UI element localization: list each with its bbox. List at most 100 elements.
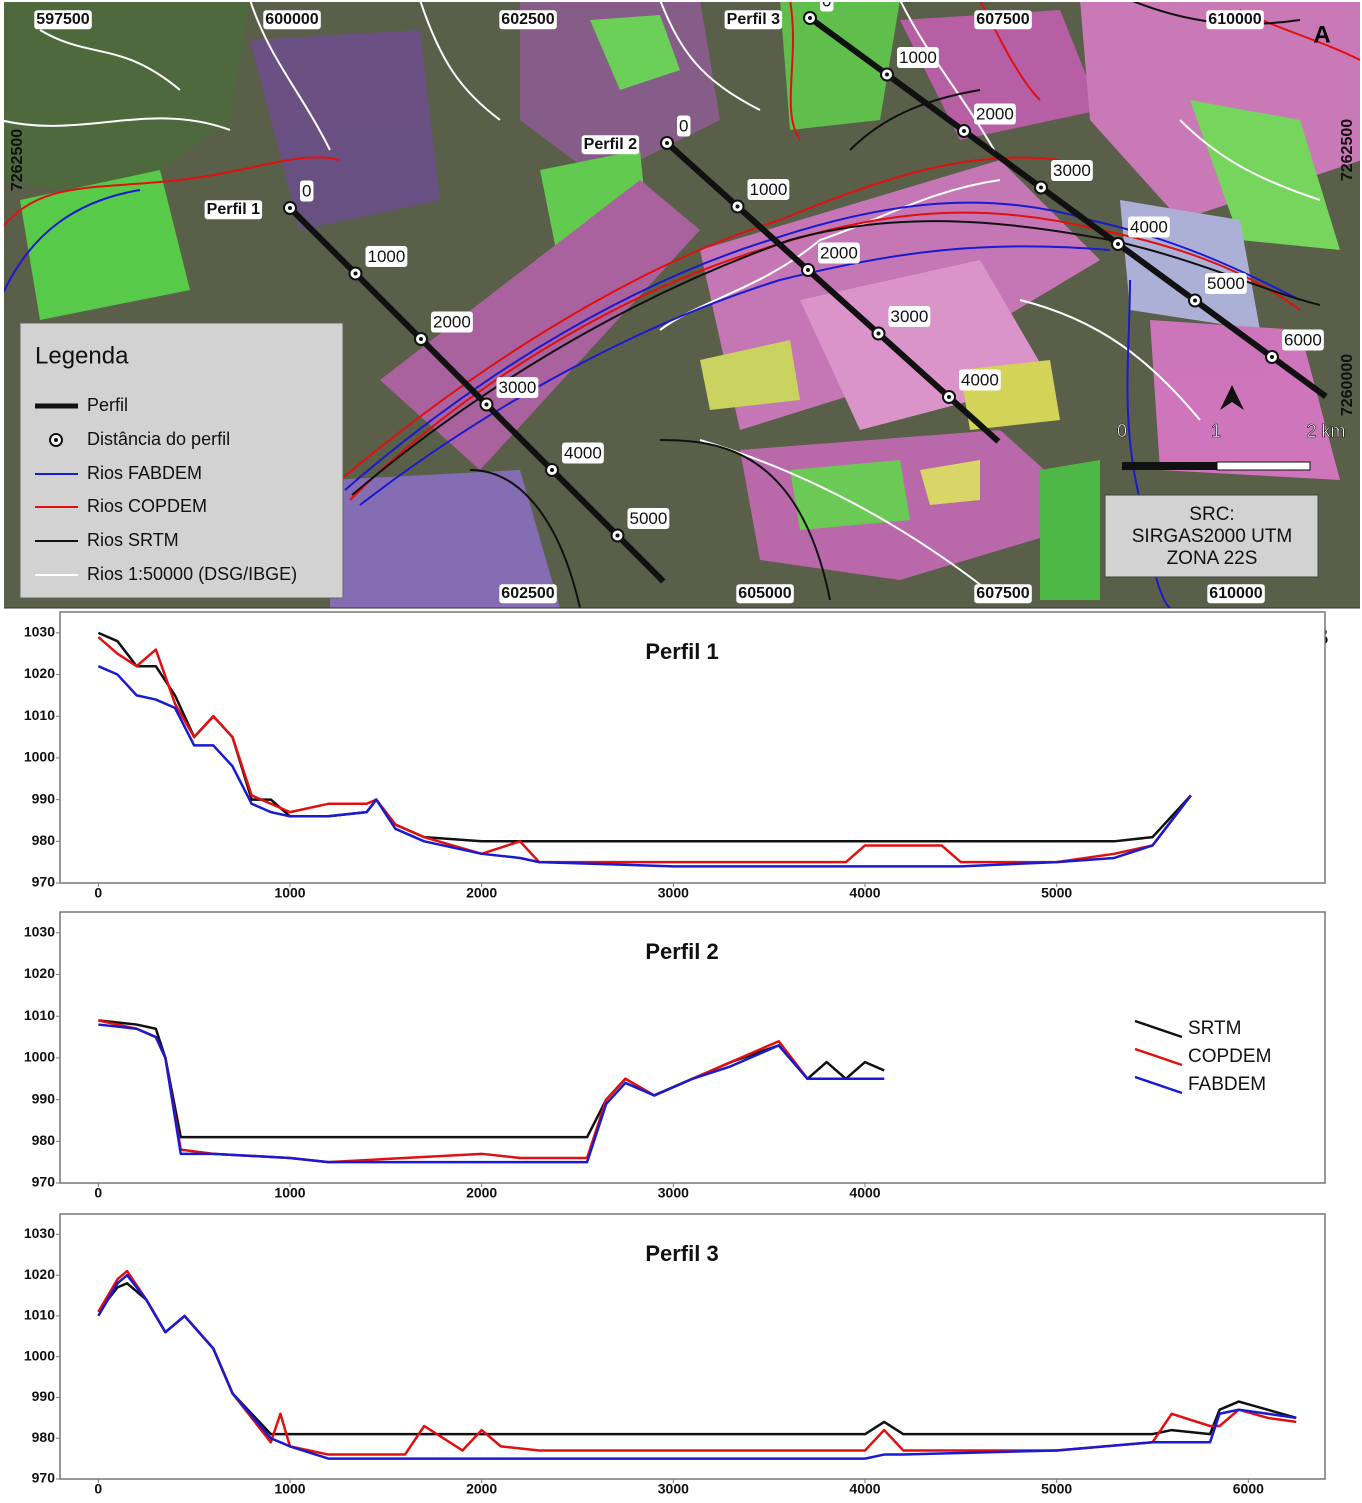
x-tick-label: 2000 (466, 1185, 497, 1201)
legend-label: Rios SRTM (87, 530, 179, 550)
distance-marker-dot (962, 129, 966, 133)
distance-label: 2000 (820, 243, 858, 262)
x-tick-label: 1000 (274, 1185, 305, 1201)
scale-label: 1 (1211, 421, 1221, 441)
scale-segment (1122, 462, 1217, 470)
coord-label-group: 610000 (1207, 584, 1264, 603)
x-tick-label: 6000 (1233, 1481, 1264, 1497)
x-tick-label: 0 (94, 1481, 102, 1497)
profile-name: Perfil 2 (584, 136, 637, 153)
chart-title: Perfil 3 (645, 1241, 718, 1266)
x-tick-label: 4000 (849, 1185, 880, 1201)
coord-label: 602500 (501, 11, 554, 28)
distance-label: 5000 (1207, 274, 1245, 293)
distance-marker-dot (354, 272, 358, 276)
y-tick-label: 970 (32, 1470, 56, 1486)
distance-marker-dot (419, 337, 423, 341)
x-tick-label: 3000 (658, 1481, 689, 1497)
legend-label: COPDEM (1188, 1046, 1271, 1067)
distance-label: 1000 (899, 48, 937, 67)
legend-label: Rios FABDEM (87, 463, 202, 483)
distance-label-group: 6000 (1282, 329, 1324, 350)
distance-marker-dot (616, 534, 620, 538)
y-tick-label: 1030 (24, 1225, 55, 1241)
profile-name-group: Perfil 2 (582, 135, 639, 154)
distance-label: 0 (679, 116, 688, 135)
distance-label: 4000 (961, 370, 999, 389)
distance-label-group: 2000 (431, 311, 473, 332)
x-tick-label: 4000 (849, 1481, 880, 1497)
legend-title: Legenda (35, 342, 129, 369)
x-tick-label: 1000 (274, 1481, 305, 1497)
coord-label-group: 607500 (974, 10, 1031, 29)
coord-label-group: 607500 (974, 584, 1031, 603)
coord-label-group: 605000 (736, 584, 793, 603)
crs-text: SIRGAS2000 UTM (1132, 526, 1293, 547)
coord-label: 605000 (738, 585, 791, 602)
coord-label: 600000 (265, 11, 318, 28)
legend-label: Rios COPDEM (87, 496, 207, 516)
distance-marker-dot (550, 468, 554, 472)
distance-marker-dot (806, 268, 810, 272)
coord-label: 610000 (1209, 585, 1262, 602)
coord-label: 7262500 (1339, 119, 1356, 181)
distance-label: 0 (822, 0, 831, 10)
coord-label: 607500 (976, 11, 1029, 28)
y-tick-label: 1000 (24, 1049, 55, 1065)
distance-label: 3000 (891, 307, 929, 326)
y-tick-label: 1010 (24, 707, 55, 723)
coord-label: 610000 (1208, 11, 1261, 28)
distance-marker-dot (665, 141, 669, 145)
distance-marker-dot (288, 206, 292, 210)
distance-label: 1000 (368, 247, 406, 266)
scale-label: 2 km (1306, 421, 1345, 441)
distance-label: 2000 (433, 312, 471, 331)
distance-label: 1000 (750, 180, 788, 199)
coord-label: 597500 (36, 11, 89, 28)
chart: Perfil 297098099010001010102010300100020… (24, 912, 1325, 1201)
legend-label: SRTM (1188, 1018, 1241, 1039)
profile-name: Perfil 3 (727, 11, 780, 28)
distance-label: 4000 (564, 443, 602, 462)
coord-label: 7262500 (9, 129, 26, 191)
profile-name: Perfil 1 (207, 201, 260, 218)
x-tick-label: 0 (94, 1185, 102, 1201)
legend-label: Perfil (87, 395, 128, 415)
coord-label-group: 600000 (263, 10, 320, 29)
coord-label: 607500 (976, 585, 1029, 602)
distance-label: 3000 (499, 378, 537, 397)
distance-label-group: 1000 (366, 246, 408, 267)
legend-symbol (54, 438, 58, 442)
y-tick-label: 980 (32, 1429, 56, 1445)
y-tick-label: 990 (32, 1090, 56, 1106)
figure: Perfil 1010002000300040005000Perfil 2010… (0, 0, 1362, 1498)
distance-label-group: 2000 (974, 103, 1016, 124)
chart-title: Perfil 2 (645, 939, 718, 964)
scale-segment (1217, 462, 1310, 470)
distance-marker-dot (885, 73, 889, 77)
legend-label: FABDEM (1188, 1074, 1266, 1095)
x-tick-label: 5000 (1041, 1481, 1072, 1497)
coord-label-group: 602500 (499, 10, 556, 29)
y-tick-label: 1020 (24, 665, 55, 681)
distance-marker-dot (808, 16, 812, 20)
scale-label: 0 (1117, 421, 1127, 441)
x-tick-label: 3000 (658, 1185, 689, 1201)
distance-label-group: 3000 (1051, 160, 1093, 181)
crs-text: ZONA 22S (1167, 548, 1258, 569)
distance-label: 3000 (1053, 161, 1091, 180)
y-tick-label: 1030 (24, 624, 55, 640)
y-tick-label: 970 (32, 874, 56, 890)
y-tick-label: 970 (32, 1174, 56, 1190)
coord-label-group: 610000 (1206, 10, 1263, 29)
profile-name-group: Perfil 1 (205, 200, 262, 219)
distance-marker-dot (1193, 299, 1197, 303)
distance-marker-dot (485, 403, 489, 407)
distance-marker-dot (1039, 186, 1043, 190)
distance-label-group: 1000 (897, 47, 939, 68)
x-tick-label: 0 (94, 885, 102, 901)
distance-label: 6000 (1284, 330, 1322, 349)
y-tick-label: 1020 (24, 965, 55, 981)
